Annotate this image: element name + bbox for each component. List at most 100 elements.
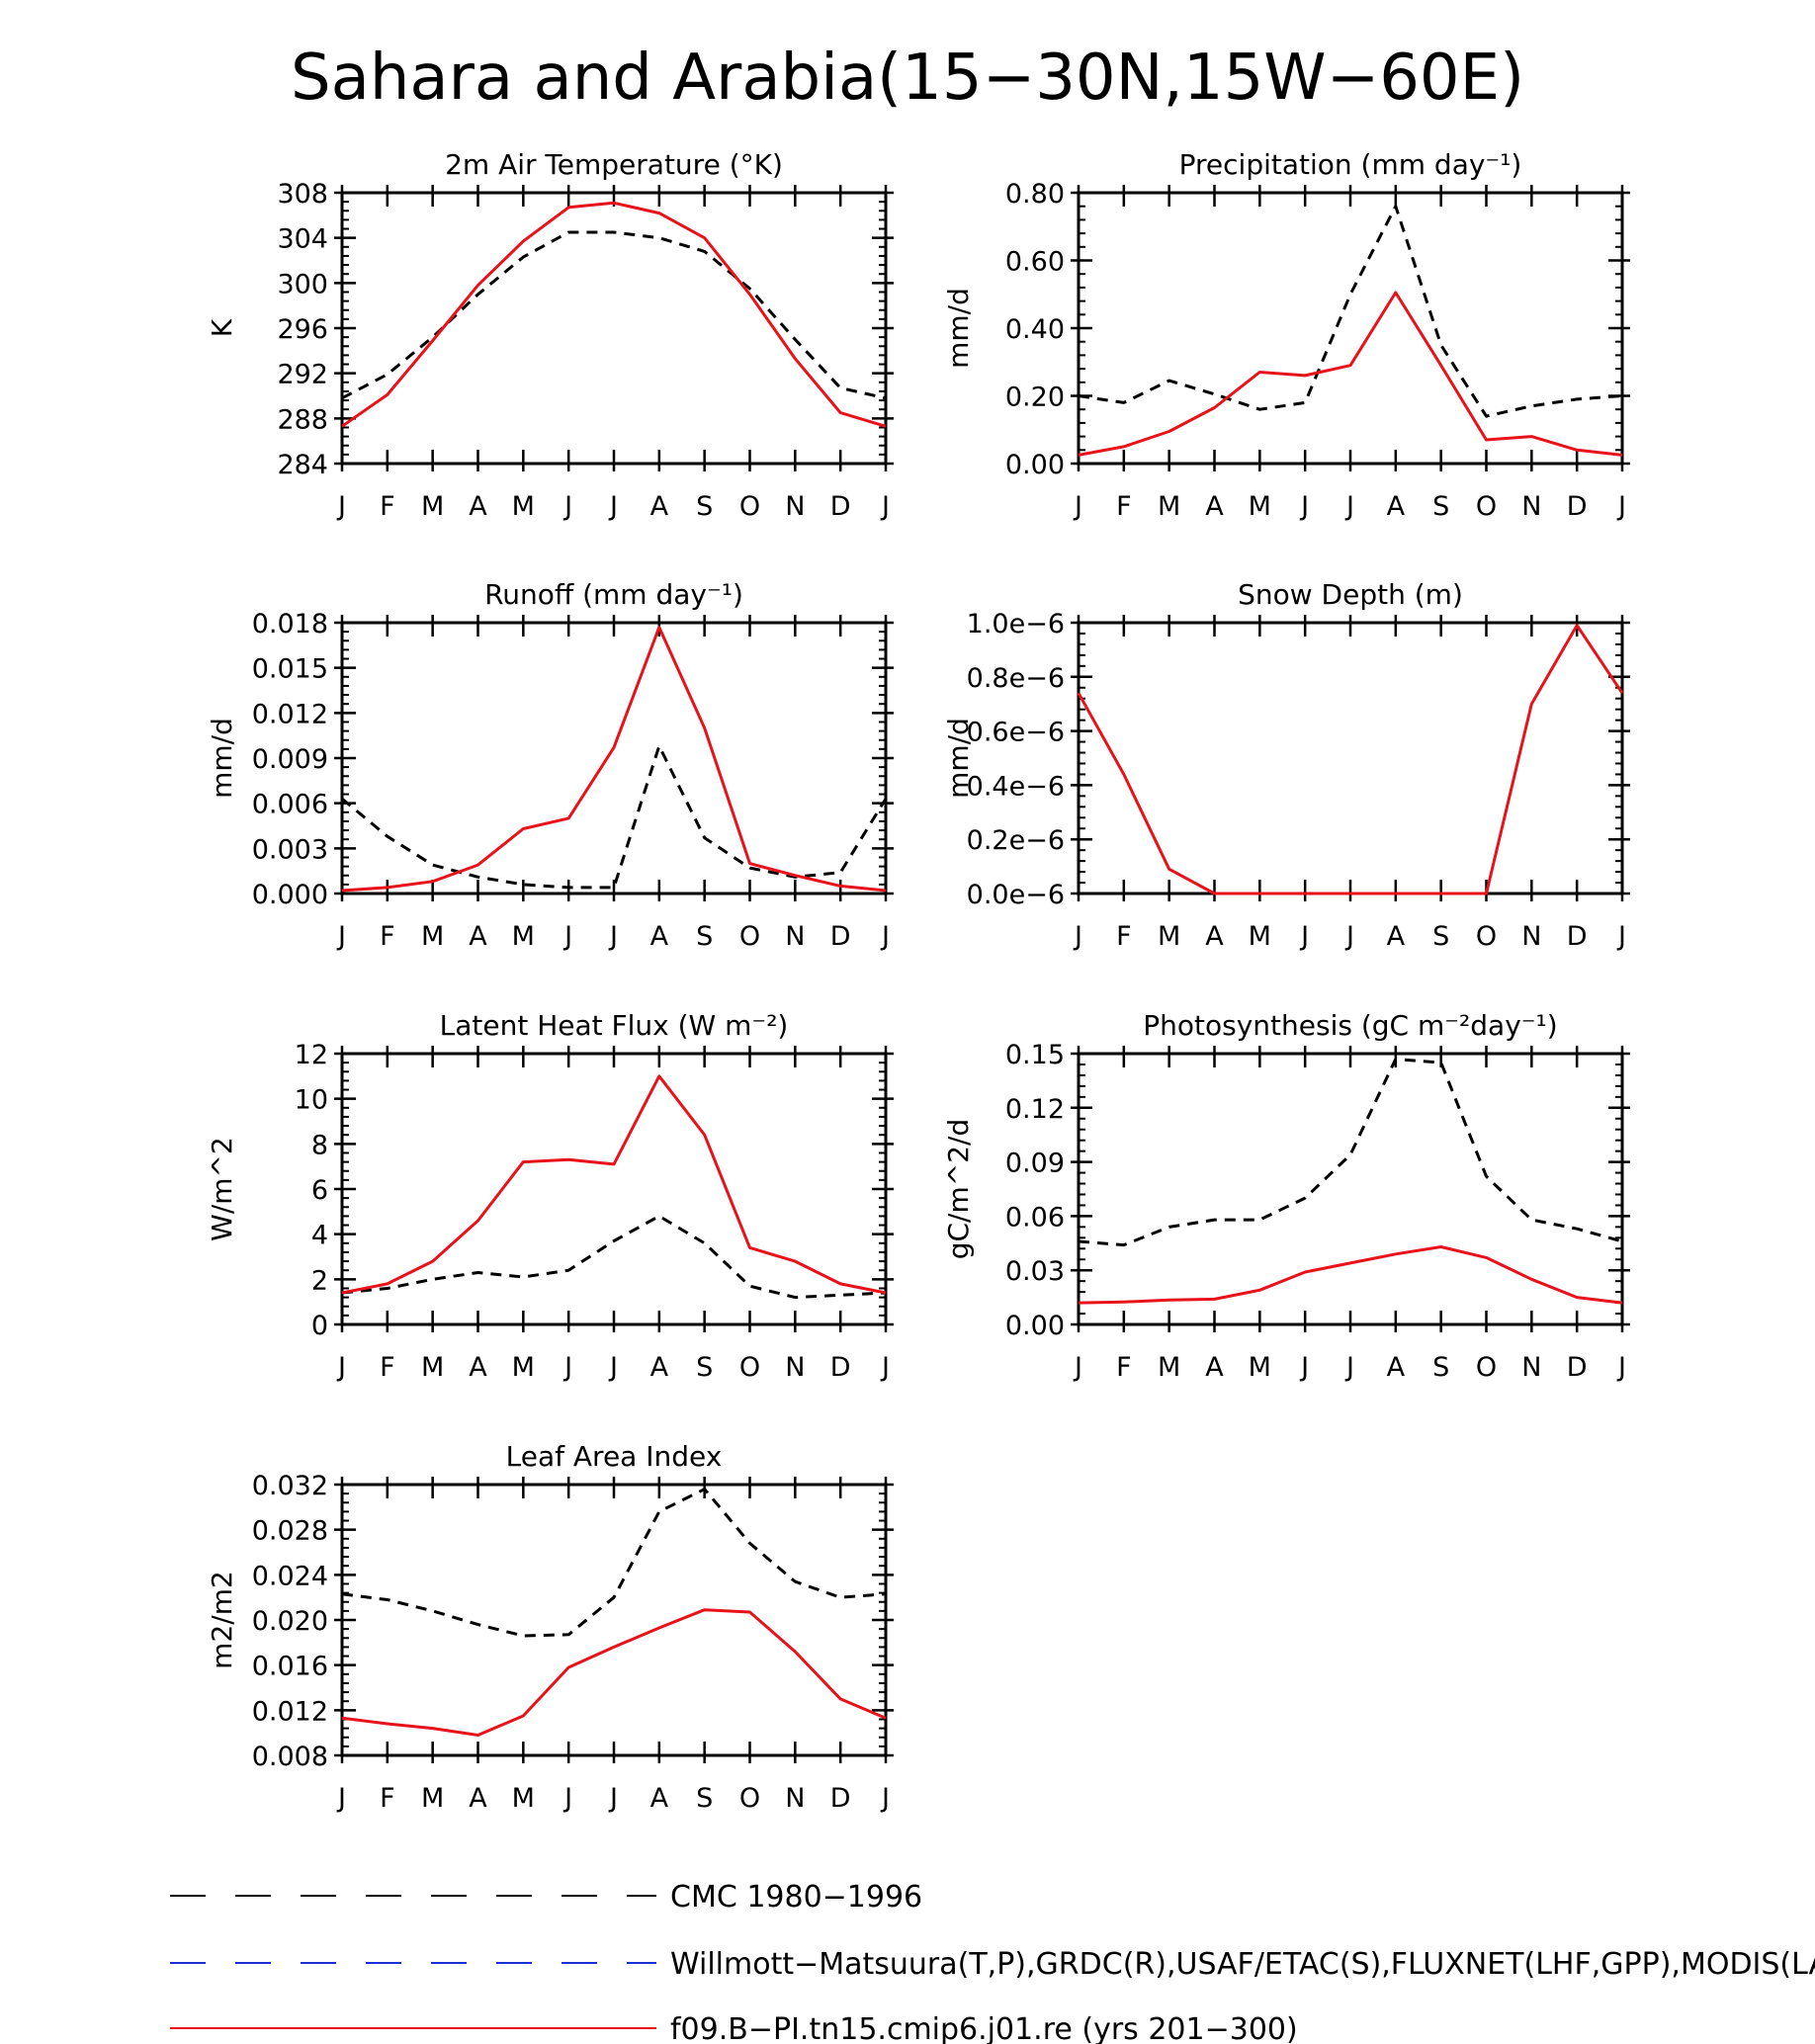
y-tick-label: 6 [311,1175,328,1206]
x-tick-label: M [1249,1352,1271,1383]
x-tick-label: O [739,1783,760,1814]
x-tick-label: N [785,921,805,952]
x-tick-label: A [1205,921,1224,952]
series-line-cmc [341,744,888,890]
x-tick-label: J [880,1352,890,1383]
x-tick-label: J [880,491,890,522]
x-tick-label: D [1567,491,1588,522]
y-tick-label: 12 [295,1040,328,1070]
x-tick-label: A [469,1783,487,1814]
y-tick-label: 0.028 [252,1516,328,1547]
x-tick-label: A [650,491,669,522]
x-tick-label: M [1249,491,1271,522]
y-tick-label: 0.4e−6 [967,771,1065,802]
x-tick-label: M [512,491,535,522]
y-tick-label: 0.024 [252,1561,328,1591]
y-tick-label: 0.00 [1005,1311,1065,1341]
y-tick-label: 0.0e−6 [967,880,1065,910]
x-tick-label: J [1344,921,1354,952]
panel-title: Photosynthesis (gC m⁻²day⁻¹) [1143,1009,1557,1042]
x-tick-label: J [562,1783,572,1814]
y-axis-label: gC/m^2/d [942,1119,975,1260]
figure-title: Sahara and Arabia(15−30N,15W−60E) [291,42,1524,115]
x-tick-label: N [785,1352,805,1383]
x-tick-label: A [469,1352,487,1383]
x-tick-label: M [1158,491,1180,522]
x-tick-label: N [1521,921,1541,952]
x-tick-label: A [650,1352,669,1383]
x-tick-label: N [1521,491,1541,522]
series-line-cmc [341,230,887,400]
x-tick-label: A [650,921,669,952]
y-tick-label: 300 [277,269,328,299]
x-tick-label: A [469,491,487,522]
x-tick-label: F [1116,491,1132,522]
y-tick-label: 0.12 [1005,1094,1065,1125]
panel-title: Runoff (mm day⁻¹) [484,578,743,611]
y-tick-label: 0.03 [1005,1256,1065,1287]
y-axis-label: mm/d [942,718,975,799]
y-tick-label: 288 [277,404,328,435]
y-tick-label: 0.012 [252,1696,328,1727]
panel-6: Photosynthesis (gC m⁻²day⁻¹) gC/m^2/d 0.00… [942,1009,1630,1383]
x-tick-label: J [336,921,346,952]
y-tick-label: 0.06 [1005,1202,1065,1233]
plot-frame [1077,191,1624,466]
x-tick-label: N [785,1783,805,1814]
x-tick-label: F [1116,1352,1132,1383]
y-tick-label: 0.020 [252,1606,328,1637]
x-tick-label: J [1616,491,1626,522]
x-tick-label: N [1521,1352,1541,1383]
panel-title: Leaf Area Index [506,1440,723,1473]
x-tick-label: J [608,1352,618,1383]
x-tick-label: J [562,491,572,522]
y-tick-label: 292 [277,360,328,390]
series-line-cmc [1078,205,1623,418]
y-tick-label: 0.60 [1005,247,1065,278]
x-tick-label: O [739,921,760,952]
x-tick-label: M [512,921,535,952]
y-axis-label: mm/d [942,288,975,369]
panel-3: Runoff (mm day⁻¹) mm/d 0.000 0.003 0.006 0.00… [206,578,894,952]
y-tick-label: 304 [277,224,328,255]
y-axis-label: mm/d [206,718,238,799]
x-tick-label: A [1205,1352,1224,1383]
x-tick-label: O [1476,1352,1497,1383]
x-tick-label: J [1299,921,1309,952]
y-tick-label: 0.032 [252,1471,328,1501]
x-tick-label: J [1073,1352,1082,1383]
x-tick-label: F [380,921,395,952]
legend-label: CMC 1980−1996 [670,1880,922,1915]
plot-frame [340,1483,888,1757]
x-tick-label: S [696,491,713,522]
y-tick-label: 0.40 [1005,314,1065,345]
x-tick-label: J [1073,491,1082,522]
x-tick-label: M [421,491,444,522]
series-line-model [341,1074,887,1295]
x-tick-label: F [380,1783,395,1814]
y-tick-label: 2 [311,1265,328,1296]
panel-2: Precipitation (mm day⁻¹) mm/d 0.00 0.20 0.40… [942,148,1630,522]
y-tick-label: 0.006 [252,790,328,820]
y-tick-label: 4 [311,1221,328,1251]
x-tick-label: J [880,921,890,952]
x-tick-label: M [1158,1352,1180,1383]
x-tick-label: S [1432,1352,1449,1383]
y-tick-label: 0.00 [1005,450,1065,480]
panel-4: Snow Depth (m) mm/d 0.0e−6 0.2e−6 0.4e−6 0.6e… [942,578,1630,952]
x-tick-label: J [608,491,618,522]
x-tick-label: S [696,1352,713,1383]
legend-entry: CMC 1980−1996 [170,1880,922,1915]
series-line-model [1078,291,1623,457]
x-tick-label: D [830,1352,851,1383]
y-tick-label: 284 [277,450,328,480]
x-tick-label: M [421,1352,444,1383]
y-tick-label: 0.6e−6 [967,718,1065,748]
legend-entry: f09.B−PI.tn15.cmip6.j01.re (yrs 201−300) [170,2012,1298,2044]
x-tick-label: F [1116,921,1132,952]
x-tick-label: S [1432,921,1449,952]
y-tick-label: 0.80 [1005,179,1065,210]
x-tick-label: J [1073,921,1082,952]
series-line-model [1078,1245,1623,1305]
x-tick-label: D [830,921,851,952]
